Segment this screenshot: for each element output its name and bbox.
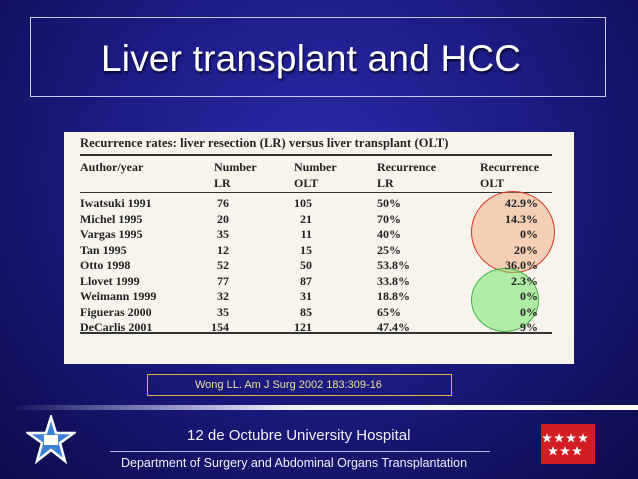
recurrence-olt-cell: 0%	[520, 227, 538, 241]
number-olt-cell: 121	[294, 320, 312, 334]
author-cell: Figueras 2000	[80, 304, 152, 319]
high-recurrence-highlight	[471, 191, 555, 273]
column-header-recurrence-lr: Recurrence LR	[377, 160, 437, 190]
recurrence-lr-cell: 18.8%	[377, 289, 410, 303]
number-olt-cell: 85	[300, 304, 312, 319]
recurrence-olt-cell: 9%	[520, 320, 538, 334]
column-header-author: Author/year	[80, 160, 144, 174]
number-lr-cell: 52	[217, 258, 229, 272]
author-cell: Llovet 1999	[80, 273, 140, 288]
department-name: Department of Surgery and Abdominal Orga…	[121, 456, 468, 470]
recurrence-olt-cell: 0%	[520, 304, 538, 319]
recurrence-olt-cell: 20%	[514, 242, 538, 257]
recurrence-olt-cell: 14.3%	[505, 211, 538, 226]
number-lr-cell: 76	[217, 196, 229, 210]
recurrence-lr-cell: 65%	[377, 304, 401, 319]
hospital-logo-icon	[26, 415, 76, 465]
column-header-number-olt: Number OLT	[294, 160, 337, 190]
title-frame: Liver transplant and HCC	[30, 17, 606, 97]
number-lr-cell: 77	[217, 273, 229, 288]
recurrence-lr-cell: 25%	[377, 242, 401, 257]
number-lr-cell: 35	[217, 304, 229, 319]
number-olt-cell: 31	[300, 289, 312, 303]
citation: Wong LL. Am J Surg 2002 183:309-16	[147, 374, 452, 396]
table-divider-header	[80, 192, 552, 193]
recurrence-olt-cell: 0%	[520, 289, 538, 303]
number-lr-cell: 35	[217, 227, 229, 241]
low-recurrence-highlight	[471, 268, 539, 332]
table-header: Recurrence rates: liver resection (LR) v…	[80, 136, 449, 150]
footer-divider	[10, 405, 638, 410]
number-lr-cell: 20	[217, 211, 229, 226]
madrid-flag-icon	[541, 424, 595, 464]
author-cell: Michel 1995	[80, 211, 143, 226]
author-cell: Weimann 1999	[80, 289, 157, 303]
number-olt-cell: 21	[300, 211, 312, 226]
recurrence-lr-cell: 53.8%	[377, 258, 410, 272]
recurrence-table: Recurrence rates: liver resection (LR) v…	[64, 132, 574, 364]
column-header-number-lr: Number LR	[214, 160, 257, 190]
table-divider-bottom	[80, 332, 552, 334]
number-olt-cell: 50	[300, 258, 312, 272]
number-lr-cell: 154	[211, 320, 229, 334]
recurrence-lr-cell: 40%	[377, 227, 401, 241]
recurrence-olt-cell: 2.3%	[511, 273, 538, 288]
number-olt-cell: 15	[300, 242, 312, 257]
number-lr-cell: 12	[217, 242, 229, 257]
number-lr-cell: 32	[217, 289, 229, 303]
column-header-recurrence-olt: Recurrence OLT	[480, 160, 540, 190]
recurrence-olt-cell: 36.0%	[505, 258, 538, 272]
slide-title: Liver transplant and HCC	[101, 38, 522, 79]
author-cell: Iwatsuki 1991	[80, 196, 152, 210]
recurrence-lr-cell: 70%	[377, 211, 401, 226]
number-olt-cell: 11	[300, 227, 312, 241]
author-cell: Otto 1998	[80, 258, 131, 272]
recurrence-olt-cell: 42.9%	[505, 196, 538, 210]
author-cell: DeCarlis 2001	[80, 320, 153, 334]
recurrence-lr-cell: 47.4%	[377, 320, 410, 334]
table-divider-top	[80, 154, 552, 156]
recurrence-lr-cell: 50%	[377, 196, 401, 210]
author-cell: Vargas 1995	[80, 227, 143, 241]
footer-rule	[110, 451, 490, 452]
number-olt-cell: 105	[294, 196, 312, 210]
author-cell: Tan 1995	[80, 242, 127, 257]
hospital-name: 12 de Octubre University Hospital	[187, 427, 411, 444]
recurrence-lr-cell: 33.8%	[377, 273, 410, 288]
number-olt-cell: 87	[300, 273, 312, 288]
